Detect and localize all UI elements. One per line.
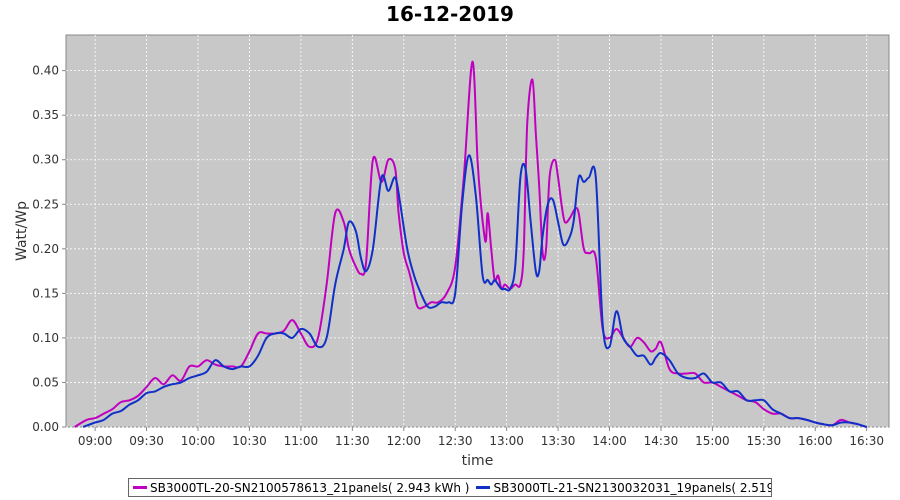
- y-tick-label: 0.20: [32, 242, 59, 256]
- x-axis-label: time: [462, 453, 494, 469]
- legend-item-series-2: SB3000TL-21-SN2130032031_19panels( 2.519…: [476, 480, 772, 495]
- y-tick-label: 0.40: [32, 64, 59, 78]
- chart-title: 16-12-2019: [386, 2, 514, 26]
- legend-label-1: SB3000TL-20-SN2100578613_21panels( 2.943…: [150, 480, 470, 495]
- x-tick-label: 16:30: [849, 434, 884, 448]
- legend-swatch-1: [133, 486, 147, 489]
- x-tick-label: 11:30: [335, 434, 370, 448]
- y-tick-label: 0.00: [32, 420, 59, 434]
- x-tick-label: 11:00: [284, 434, 319, 448]
- legend-swatch-2: [476, 486, 491, 489]
- x-tick-label: 15:30: [747, 434, 782, 448]
- y-tick-label: 0.25: [32, 197, 59, 211]
- legend: SB3000TL-20-SN2100578613_21panels( 2.943…: [128, 478, 772, 497]
- x-tick-label: 10:30: [232, 434, 267, 448]
- y-axis: 0.00 0.05 0.10 0.15 0.20 0.25 0.30 0.35 0.40: [32, 64, 66, 434]
- x-tick-label: 09:00: [78, 434, 113, 448]
- y-tick-label: 0.30: [32, 153, 59, 167]
- x-tick-label: 14:30: [644, 434, 679, 448]
- x-tick-label: 16:00: [798, 434, 833, 448]
- x-tick-label: 10:00: [181, 434, 216, 448]
- x-tick-label: 12:00: [386, 434, 421, 448]
- x-tick-label: 14:00: [592, 434, 627, 448]
- y-tick-label: 0.15: [32, 286, 59, 300]
- y-tick-label: 0.35: [32, 108, 59, 122]
- x-tick-label: 15:00: [695, 434, 730, 448]
- x-axis: 09:00 09:30 10:00 10:30 11:00 11:30 12:00 12:30…: [78, 427, 884, 448]
- x-tick-label: 12:30: [438, 434, 473, 448]
- legend-label-2: SB3000TL-21-SN2130032031_19panels( 2.519…: [493, 480, 772, 495]
- plot-area: [65, 34, 890, 428]
- x-tick-label: 13:30: [541, 434, 576, 448]
- x-tick-label: 09:30: [129, 434, 164, 448]
- y-axis-label: Watt/Wp: [14, 201, 30, 261]
- y-tick-label: 0.05: [32, 375, 59, 389]
- legend-item-series-1: SB3000TL-20-SN2100578613_21panels( 2.943…: [133, 481, 469, 495]
- x-tick-label: 13:00: [489, 434, 524, 448]
- y-tick-label: 0.10: [32, 331, 59, 345]
- series-line-2: [82, 154, 867, 428]
- series-lines: [74, 60, 867, 428]
